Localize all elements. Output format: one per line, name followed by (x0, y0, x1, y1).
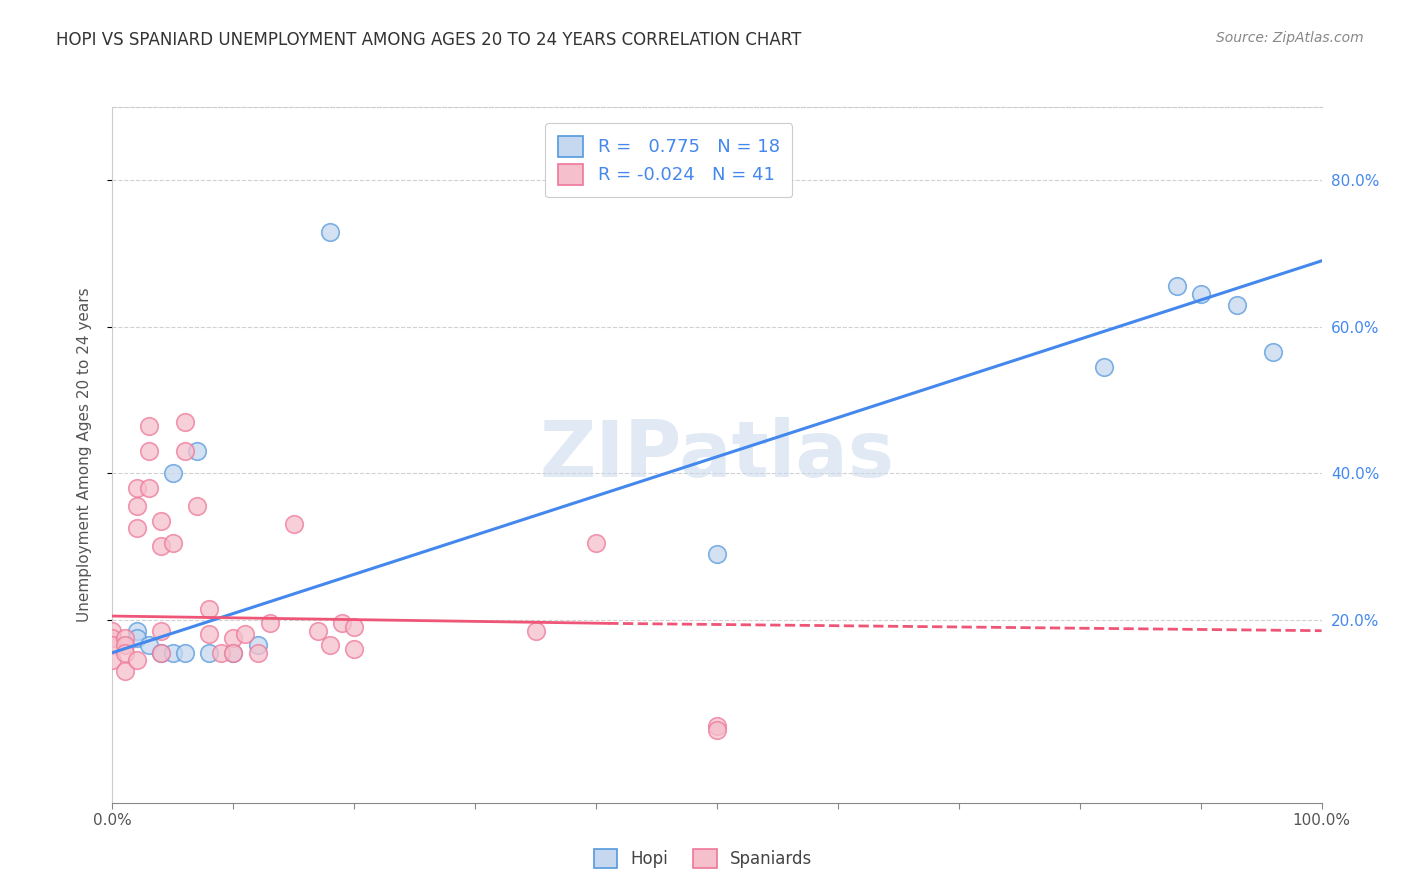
Point (174, 646, 197, 660)
Point (246, 638, 269, 652)
Point (149, 646, 172, 660)
Point (186, 444, 208, 458)
Point (114, 638, 136, 652)
Point (330, 616, 353, 631)
Point (343, 620, 366, 634)
Point (138, 444, 160, 458)
Point (125, 499, 148, 513)
Point (209, 646, 232, 660)
Point (149, 646, 172, 660)
Point (585, 536, 607, 550)
Legend: Hopi, Spaniards: Hopi, Spaniards (588, 842, 818, 875)
Point (1263, 345, 1285, 359)
Point (125, 624, 148, 638)
Point (259, 616, 281, 631)
Point (198, 627, 221, 641)
Text: ZIPatlas: ZIPatlas (540, 417, 894, 493)
Point (114, 646, 136, 660)
Point (149, 514, 172, 528)
Point (138, 418, 160, 433)
Y-axis label: Unemployment Among Ages 20 to 24 years: Unemployment Among Ages 20 to 24 years (77, 287, 91, 623)
Point (174, 444, 197, 458)
Text: Source: ZipAtlas.com: Source: ZipAtlas.com (1216, 31, 1364, 45)
Point (1189, 286, 1212, 301)
Point (186, 499, 208, 513)
Point (222, 646, 245, 660)
Point (101, 624, 124, 638)
Point (524, 624, 547, 638)
Point (125, 481, 148, 495)
Point (101, 631, 124, 645)
Point (307, 624, 329, 638)
Point (138, 638, 160, 652)
Point (246, 646, 269, 660)
Point (222, 646, 245, 660)
Point (114, 664, 136, 678)
Point (138, 481, 160, 495)
Point (174, 415, 197, 429)
Legend: R =   0.775   N = 18, R = -0.024   N = 41: R = 0.775 N = 18, R = -0.024 N = 41 (546, 123, 792, 197)
Point (149, 624, 172, 638)
Point (101, 638, 124, 652)
Point (198, 601, 221, 615)
Point (162, 536, 184, 550)
Point (162, 467, 184, 481)
Point (319, 638, 342, 652)
Point (706, 719, 728, 733)
Point (125, 521, 148, 535)
Point (125, 631, 148, 645)
Point (1166, 279, 1188, 293)
Text: HOPI VS SPANIARD UNEMPLOYMENT AMONG AGES 20 TO 24 YEARS CORRELATION CHART: HOPI VS SPANIARD UNEMPLOYMENT AMONG AGES… (56, 31, 801, 49)
Point (706, 723, 728, 737)
Point (343, 642, 366, 657)
Point (1226, 298, 1249, 312)
Point (149, 540, 172, 554)
Point (198, 646, 221, 660)
Point (319, 225, 342, 239)
Point (114, 631, 136, 645)
Point (706, 547, 728, 561)
Point (162, 646, 184, 660)
Point (222, 631, 245, 645)
Point (283, 517, 305, 532)
Point (125, 653, 148, 667)
Point (1092, 359, 1115, 374)
Point (101, 653, 124, 667)
Point (235, 627, 257, 641)
